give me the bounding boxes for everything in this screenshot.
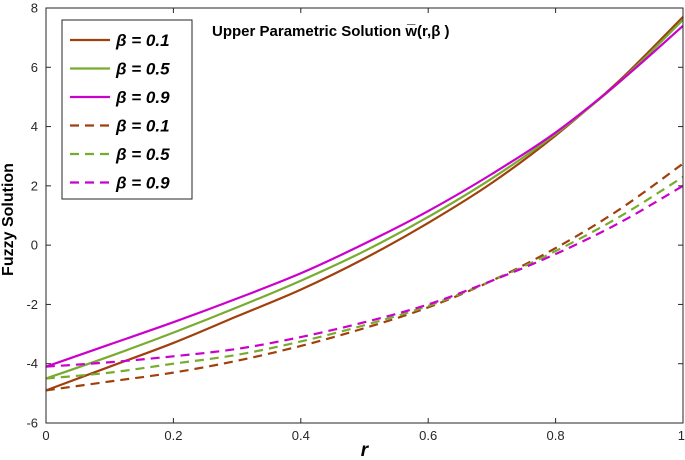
y-tick-label: 4 [31,119,38,134]
legend-box [61,19,193,200]
y-tick-label: -4 [26,356,38,371]
legend-label-1: β = 0.1 [115,31,170,50]
x-tick-label: 0 [42,428,49,443]
y-tick-label: 0 [31,238,38,253]
y-axis-label: Fuzzy Solution [0,163,17,276]
plot-frame [45,7,684,424]
x-tick-label: 1 [678,428,685,443]
series-lines [45,16,684,392]
axis-ticks: 0 0.2 0.4 0.6 0.8 1 -6 -4 -2 0 2 4 6 8 [26,1,685,444]
series-line-6 [45,184,684,368]
series-line-3 [45,24,684,368]
x-tick-label: 0.6 [419,428,437,443]
y-tick-label: 2 [31,178,38,193]
y-tick-label: 8 [31,1,38,16]
legend-label-4: β = 0.1 [115,117,170,136]
legend: β = 0.1 β = 0.5 β = 0.9 β = 0.1 β = 0.5 β = 0… [61,19,193,200]
y-tick-label: 6 [31,60,38,75]
legend-label-6: β = 0.9 [115,174,170,193]
legend-label-2: β = 0.5 [115,60,170,79]
x-tick-label: 0.2 [164,428,182,443]
legend-label-3: β = 0.9 [115,88,170,107]
y-tick-label: -6 [26,416,38,431]
chart-title: Upper Parametric Solution w̅(r,β ) [212,23,450,40]
series-line-4 [45,162,684,392]
y-tick-label: -2 [26,297,38,312]
series-line-5 [45,176,684,380]
legend-label-5: β = 0.5 [115,145,170,164]
legend-items: β = 0.1 β = 0.5 β = 0.9 β = 0.1 β = 0.5 β = 0… [70,31,170,193]
x-axis-label: r [361,440,370,460]
x-tick-label: 0.4 [292,428,310,443]
x-tick-label: 0.8 [547,428,565,443]
